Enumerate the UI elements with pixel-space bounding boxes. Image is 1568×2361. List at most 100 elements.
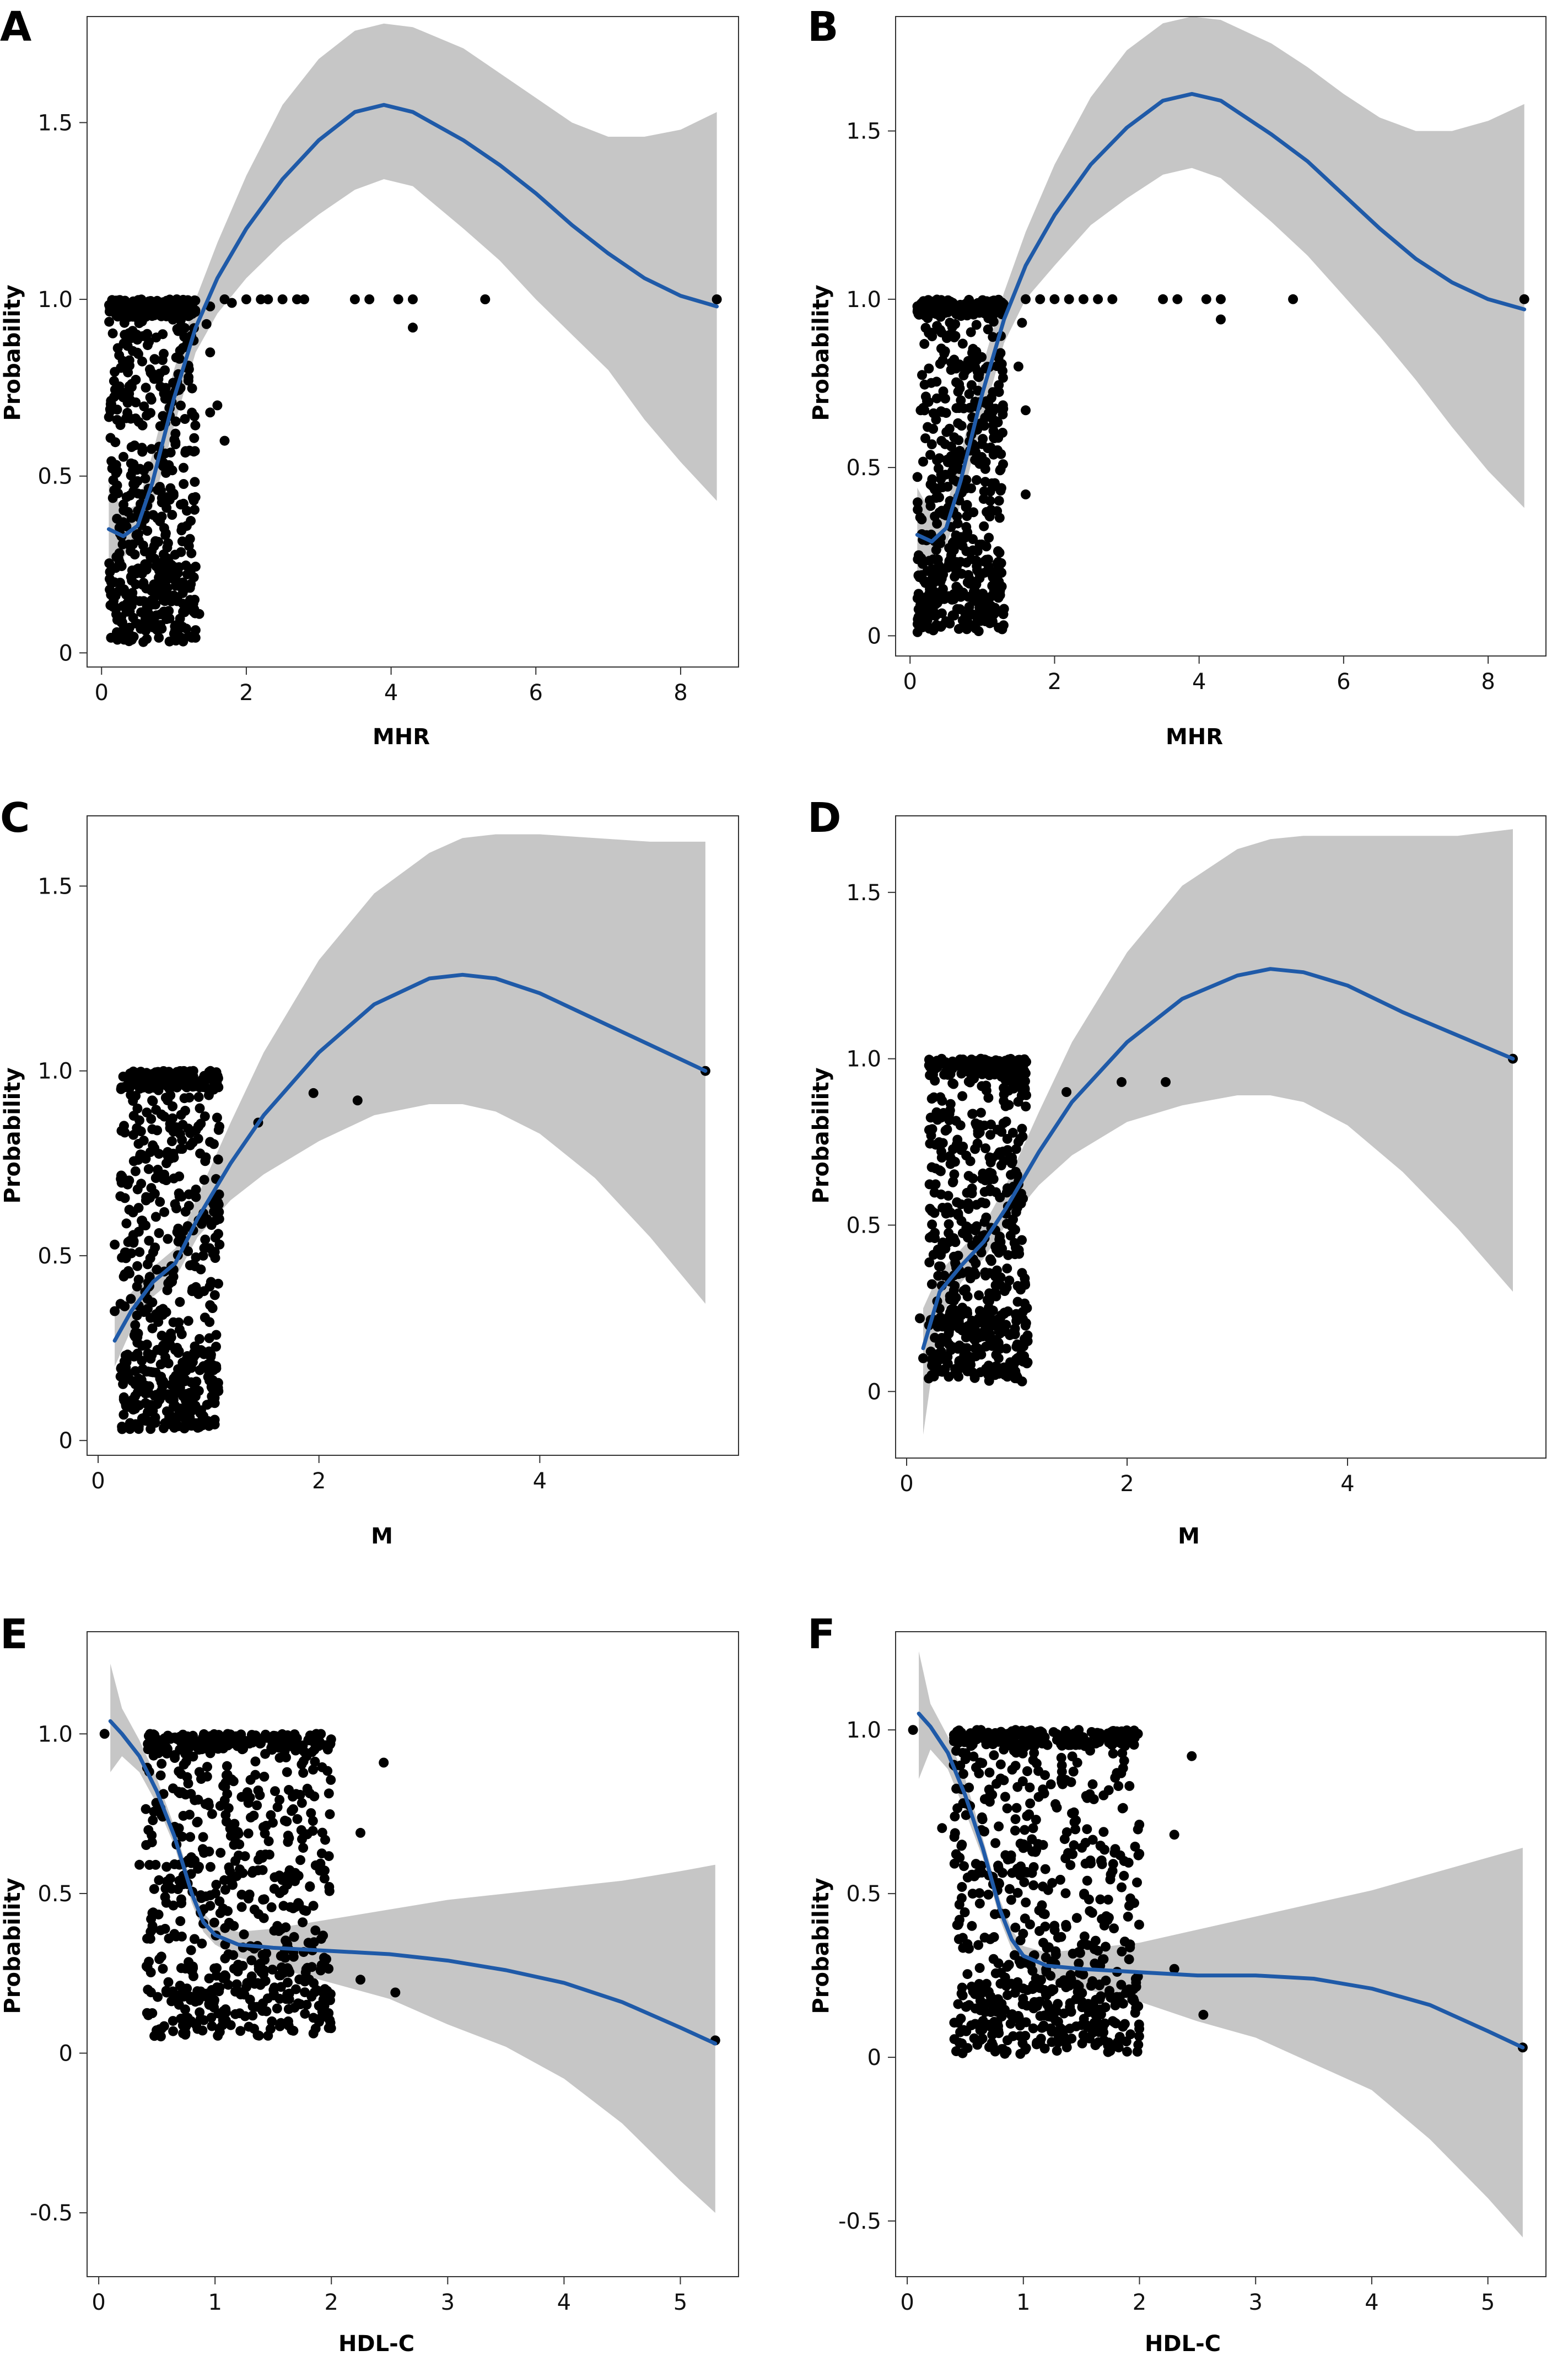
y-tick-label: 0.5 xyxy=(37,1244,73,1269)
data-point xyxy=(170,550,180,560)
data-point xyxy=(940,1060,951,1071)
data-point xyxy=(912,497,923,508)
data-point xyxy=(960,1907,970,1917)
data-point xyxy=(223,1949,234,1960)
data-point xyxy=(928,408,939,418)
data-point xyxy=(149,1188,160,1199)
data-point xyxy=(970,455,980,465)
y-tick-label: 0.5 xyxy=(37,1881,73,1907)
x-tick-label: 5 xyxy=(1481,2290,1495,2315)
data-point xyxy=(1009,1950,1020,1960)
data-point xyxy=(260,1976,271,1986)
data-point xyxy=(114,350,125,361)
data-point xyxy=(133,1203,144,1213)
data-point xyxy=(117,1422,127,1432)
data-point xyxy=(964,402,975,413)
x-tick-label: 0 xyxy=(899,1471,913,1497)
data-point xyxy=(316,1848,327,1859)
data-point xyxy=(133,1139,144,1149)
data-point xyxy=(928,1250,939,1260)
data-point xyxy=(189,433,200,443)
data-point xyxy=(155,421,165,432)
data-point xyxy=(110,1306,120,1316)
data-point xyxy=(995,1759,1006,1770)
data-point xyxy=(987,617,998,627)
data-point xyxy=(308,1736,319,1747)
data-point xyxy=(200,1156,211,1166)
data-point xyxy=(163,1335,173,1345)
data-point xyxy=(917,558,928,569)
data-point xyxy=(210,1197,220,1208)
data-point xyxy=(985,1130,995,1140)
data-point xyxy=(935,1261,946,1272)
data-point xyxy=(199,1349,209,1359)
data-point xyxy=(960,533,970,543)
data-point xyxy=(1093,1945,1103,1956)
x-tick-label: 2 xyxy=(1120,1471,1134,1497)
data-point xyxy=(256,1738,266,1749)
data-point xyxy=(971,555,982,566)
data-point xyxy=(140,474,150,484)
data-point xyxy=(1118,1803,1128,1813)
data-point xyxy=(295,1789,305,1800)
data-point xyxy=(1063,1848,1073,1858)
plot-frame xyxy=(87,1631,739,2277)
data-point xyxy=(276,1951,286,1961)
data-point xyxy=(184,1093,195,1103)
data-point xyxy=(151,610,161,621)
data-point xyxy=(140,559,150,569)
data-point xyxy=(1011,1803,1022,1813)
data-point xyxy=(957,1882,967,1892)
data-point xyxy=(957,1091,968,1101)
fit-line xyxy=(917,1712,1525,2050)
data-point xyxy=(922,615,933,626)
data-point xyxy=(945,318,955,328)
data-point xyxy=(949,1079,959,1089)
data-point xyxy=(988,1739,998,1750)
panel-letter: C xyxy=(0,794,30,842)
data-point xyxy=(300,1987,310,1998)
confidence-band xyxy=(919,1651,1523,2238)
data-point xyxy=(1105,2046,1116,2056)
data-point xyxy=(158,458,168,468)
data-point xyxy=(979,1826,989,1837)
data-point xyxy=(355,1975,365,1985)
data-point xyxy=(1110,1772,1120,1783)
data-point xyxy=(143,1825,154,1835)
data-point xyxy=(1061,1922,1071,1932)
data-point xyxy=(171,306,181,317)
data-point xyxy=(968,534,978,544)
data-point xyxy=(193,1092,204,1102)
data-point xyxy=(1006,1895,1016,1905)
x-tick-label: 0 xyxy=(900,2290,914,2315)
data-point xyxy=(320,1740,330,1750)
data-point xyxy=(1064,294,1074,304)
data-point xyxy=(186,515,196,526)
data-point xyxy=(955,1853,965,1863)
data-point xyxy=(209,1207,219,1217)
data-point xyxy=(1082,1875,1092,1886)
data-point xyxy=(920,433,930,444)
data-point xyxy=(931,1359,941,1370)
data-point xyxy=(135,464,145,474)
data-point xyxy=(132,1261,143,1271)
data-point xyxy=(969,1871,979,1881)
data-point xyxy=(976,600,986,611)
data-point xyxy=(168,1148,179,1159)
data-point xyxy=(1010,1373,1020,1384)
data-point xyxy=(1010,1922,1021,1933)
data-point xyxy=(150,1859,161,1870)
data-point xyxy=(266,1902,277,1912)
data-point xyxy=(1015,1133,1026,1144)
data-point xyxy=(282,1816,292,1827)
data-point xyxy=(1069,1840,1079,1851)
data-point xyxy=(181,2015,191,2026)
data-point xyxy=(953,1208,963,1219)
data-point xyxy=(176,400,186,411)
fit-line xyxy=(112,972,708,1343)
data-point xyxy=(161,1862,172,1872)
panel-letter: D xyxy=(807,794,841,842)
data-point xyxy=(184,1957,194,1967)
data-point xyxy=(1074,1958,1084,1969)
data-point xyxy=(123,507,133,517)
